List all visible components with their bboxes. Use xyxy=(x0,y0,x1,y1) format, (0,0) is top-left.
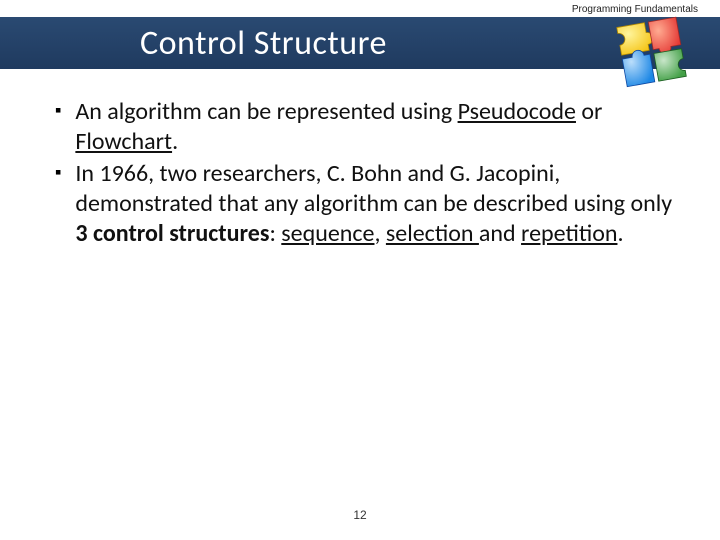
bullet-item: ▪ In 1966, two researchers, C. Bohn and … xyxy=(55,159,680,249)
slide-title: Control Structure xyxy=(0,23,387,64)
bullet-text: An algorithm can be represented using Ps… xyxy=(75,97,680,157)
page-number: 12 xyxy=(0,508,720,522)
bullet-text: In 1966, two researchers, C. Bohn and G.… xyxy=(75,159,680,249)
bullet-marker: ▪ xyxy=(55,161,61,184)
bullet-item: ▪ An algorithm can be represented using … xyxy=(55,97,680,157)
puzzle-icon xyxy=(612,9,702,99)
title-bar: Control Structure xyxy=(0,17,720,69)
bullet-marker: ▪ xyxy=(55,99,61,122)
